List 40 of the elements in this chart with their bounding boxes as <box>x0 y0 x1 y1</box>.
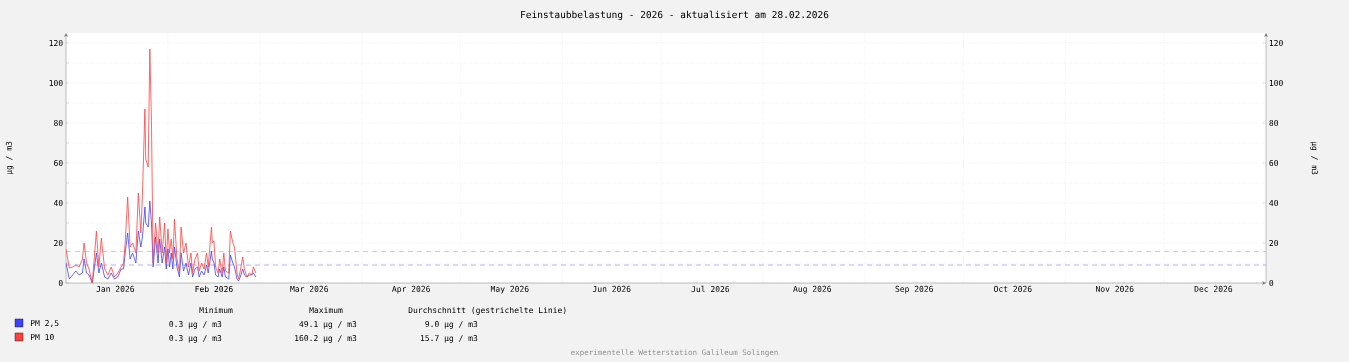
y2-tick-label: 60 <box>1269 159 1278 167</box>
x-tick-label: Aug 2026 <box>793 285 832 294</box>
text: 49.1 µg / m3 <box>299 321 357 329</box>
y2-tick-label: 0 <box>1269 279 1274 287</box>
x-tick-label: Jan 2026 <box>96 285 135 292</box>
y-tick-label: 20 <box>54 239 63 247</box>
y-tick-label: 60 <box>54 159 63 167</box>
x-tick-label: Oct 2026 <box>994 285 1032 292</box>
y2-tick-label: 80 <box>1269 119 1278 127</box>
x-tick-label: Jun 2026 <box>592 285 631 292</box>
x-tick-label: Jul 2026 <box>691 285 730 293</box>
chart-title: Feinstaubbelastung - 2026 - aktualisiert am 28.02.2026 <box>521 10 829 21</box>
x-tick-label: Nov 2026 <box>1096 285 1134 292</box>
y-tick-label: 80 <box>54 119 63 127</box>
text: 15.7 µg / m3 <box>420 335 478 343</box>
y-tick-label: 40 <box>53 199 63 207</box>
legend-label: PM 10 <box>30 334 54 341</box>
x-tick-label: May 2026 <box>490 285 529 294</box>
x-tick-label: Feb 2026 <box>195 285 233 293</box>
legend-label: PM 2,5 <box>30 320 59 328</box>
y2-axis-title: µg / m3 <box>1310 141 1318 175</box>
text: Maximum <box>309 306 343 314</box>
y2-tick-label: 20 <box>1269 239 1278 247</box>
text: 0.3 µg / m3 <box>169 321 222 329</box>
text: 9.0 µg / m3 <box>425 321 478 329</box>
text: Durchschnitt (gestrichelte Linie) <box>408 306 566 315</box>
y-axis-title: µg / m3 <box>5 141 14 175</box>
x-tick-label: Dec 2026 <box>1194 285 1233 292</box>
text: Minimum <box>199 306 233 314</box>
y2-tick-label: 120 <box>1269 39 1283 47</box>
y-tick-label: 100 <box>49 79 63 87</box>
text: 160.2 µg / m3 <box>295 335 357 343</box>
x-tick-label: Mar 2026 <box>290 285 329 292</box>
text: 0.3 µg / m3 <box>169 335 222 343</box>
y-tick-label: 120 <box>49 39 63 47</box>
y2-tick-label: 100 <box>1269 79 1283 87</box>
y2-tick-label: 40 <box>1269 199 1278 207</box>
x-tick-label: Apr 2026 <box>392 285 430 294</box>
x-tick-label: Sep 2026 <box>895 285 933 294</box>
y-tick-label: 0 <box>58 279 63 287</box>
